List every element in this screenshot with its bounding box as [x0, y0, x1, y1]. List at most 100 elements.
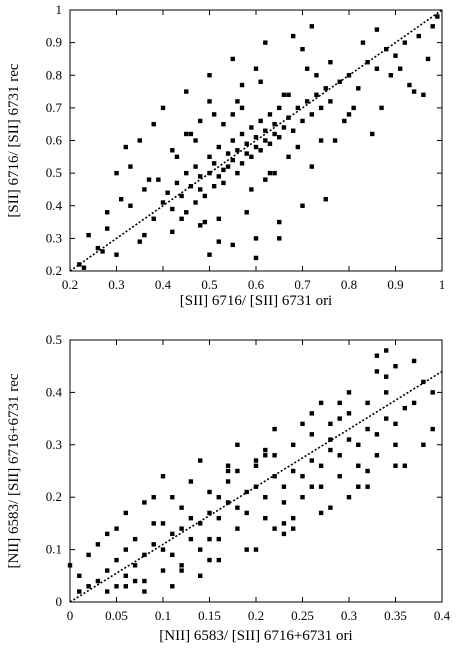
data-point	[253, 255, 259, 261]
data-point	[337, 474, 342, 479]
data-point	[216, 557, 221, 563]
data-point	[151, 542, 156, 547]
data-point	[249, 154, 254, 160]
data-point	[198, 174, 203, 179]
data-point	[393, 442, 398, 447]
data-point	[421, 379, 426, 385]
data-point	[123, 547, 128, 552]
x-tick-label: 0.8	[341, 277, 357, 292]
data-point	[281, 125, 287, 130]
data-point	[430, 426, 435, 432]
data-point	[188, 131, 194, 137]
data-point	[114, 584, 119, 589]
data-point	[272, 453, 277, 458]
data-point	[277, 135, 282, 140]
data-point	[198, 521, 203, 526]
data-point	[77, 262, 82, 267]
data-point	[304, 66, 310, 71]
data-point	[253, 484, 259, 489]
data-point	[123, 144, 128, 150]
data-point	[142, 500, 147, 505]
data-point	[300, 421, 305, 427]
data-point	[384, 348, 389, 353]
x-tick-label: 0.5	[201, 277, 217, 292]
data-point	[184, 89, 189, 94]
data-point	[230, 242, 235, 248]
data-point	[216, 239, 221, 244]
data-point	[235, 526, 240, 531]
data-point	[123, 510, 128, 516]
data-point	[300, 203, 305, 208]
data-point	[160, 568, 166, 573]
data-point	[207, 73, 212, 78]
data-point	[184, 131, 189, 137]
data-point	[151, 216, 156, 221]
data-point	[188, 515, 194, 521]
x-tick-label: 0.9	[387, 277, 403, 292]
data-point	[95, 245, 101, 251]
data-point	[198, 573, 203, 578]
x-tick-label: 0.15	[198, 608, 221, 623]
data-point	[235, 468, 240, 474]
data-point	[225, 463, 231, 468]
data-point	[77, 589, 82, 594]
data-point	[309, 432, 314, 437]
data-point	[188, 536, 194, 542]
data-point	[253, 463, 259, 468]
data-point	[263, 447, 268, 453]
data-point	[425, 56, 431, 62]
data-point	[170, 148, 175, 153]
data-point	[244, 510, 249, 516]
data-point	[263, 40, 268, 45]
data-point	[277, 105, 282, 111]
data-point	[170, 495, 175, 500]
data-point	[435, 14, 440, 19]
data-point	[170, 531, 175, 537]
data-point	[281, 92, 287, 98]
x-tick-label: 0.25	[291, 608, 314, 623]
data-point	[244, 141, 249, 146]
data-point	[216, 144, 221, 150]
data-point	[263, 495, 268, 500]
data-point	[318, 138, 324, 143]
data-point	[263, 453, 268, 458]
data-point	[105, 531, 110, 537]
data-point	[118, 197, 124, 202]
data-point	[272, 170, 277, 176]
y-tick-label: 0.5	[46, 165, 62, 180]
data-point	[295, 105, 301, 111]
data-point	[225, 468, 231, 474]
data-point	[430, 390, 435, 395]
data-point	[337, 416, 342, 421]
data-point	[281, 484, 287, 489]
data-point	[253, 135, 259, 140]
data-point	[360, 40, 366, 45]
data-point	[263, 515, 268, 521]
data-point	[244, 151, 249, 156]
data-point	[277, 236, 282, 241]
data-point	[397, 66, 403, 71]
data-point	[356, 463, 361, 468]
y-tick-label: 0.3	[46, 230, 62, 245]
data-point	[351, 105, 356, 111]
data-point	[328, 505, 333, 510]
data-point	[253, 144, 259, 150]
data-point	[216, 174, 221, 179]
data-point	[281, 521, 287, 526]
data-point	[221, 180, 226, 186]
data-point	[77, 573, 82, 578]
x-tick-label: 0.2	[248, 608, 264, 623]
data-point	[309, 24, 314, 29]
data-point	[374, 27, 380, 32]
data-point	[179, 216, 184, 221]
data-point	[207, 170, 212, 176]
data-point	[300, 118, 305, 124]
data-point	[230, 56, 235, 62]
data-point	[160, 200, 166, 205]
data-point	[300, 474, 305, 479]
data-point	[384, 416, 389, 421]
data-point	[239, 131, 245, 137]
data-point	[123, 584, 128, 589]
data-point	[174, 154, 180, 160]
data-point	[393, 364, 398, 369]
